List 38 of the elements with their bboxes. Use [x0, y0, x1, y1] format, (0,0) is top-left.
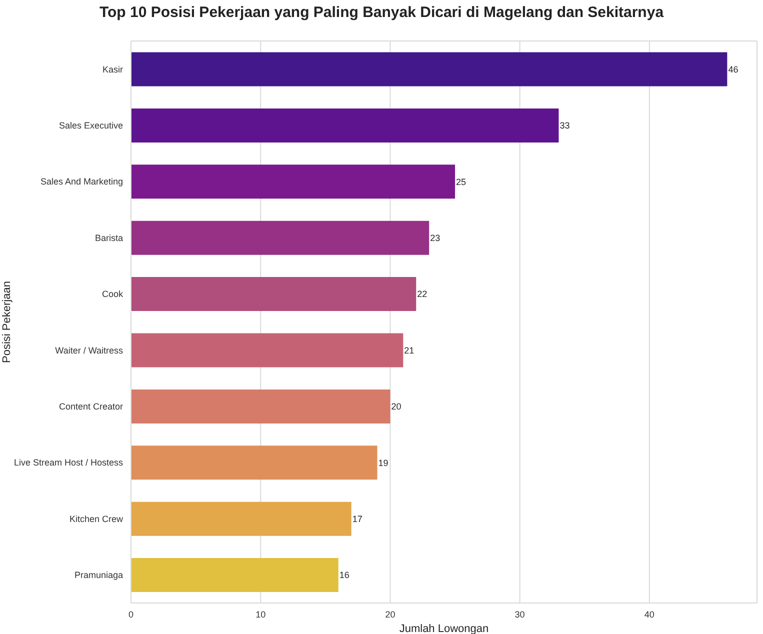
data-label: 21 — [404, 345, 414, 356]
bar — [131, 164, 456, 199]
y-tick-label: Kasir — [102, 64, 123, 74]
data-label: 19 — [378, 458, 388, 468]
x-tick-label: 0 — [128, 609, 134, 620]
data-label: 16 — [339, 570, 350, 580]
x-tick-label: 30 — [514, 609, 525, 620]
bar — [131, 108, 559, 142]
x-axis-title: Jumlah Lowongan — [399, 623, 489, 634]
x-tick-label: 20 — [385, 609, 396, 620]
y-tick-label: Sales And Marketing — [40, 176, 123, 187]
bar — [131, 277, 416, 312]
data-label: 33 — [560, 120, 570, 131]
data-label: 20 — [391, 402, 402, 412]
bar — [131, 558, 338, 592]
bar — [131, 389, 390, 424]
bar — [131, 333, 404, 368]
x-tick-label: 10 — [256, 609, 266, 620]
y-tick-label: Live Stream Host / Hostess — [14, 458, 124, 468]
bar — [131, 220, 430, 255]
y-tick-label: Cook — [102, 289, 124, 300]
bar — [131, 502, 352, 536]
y-tick-label: Kitchen Crew — [69, 514, 124, 524]
y-tick-label: Waiter / Waitress — [55, 345, 124, 356]
data-label: 22 — [417, 289, 428, 300]
data-label: 17 — [352, 514, 362, 524]
data-label: 23 — [430, 233, 440, 244]
y-tick-label: Sales Executive — [58, 120, 123, 130]
y-axis-title: Posisi Pekerjaan — [0, 281, 13, 363]
x-tick-label: 40 — [644, 609, 654, 620]
data-label: 46 — [728, 64, 738, 74]
bar — [131, 52, 728, 86]
y-tick-label: Barista — [94, 232, 123, 243]
bar — [131, 446, 378, 480]
data-label: 25 — [456, 176, 466, 187]
y-tick-label: Content Creator — [58, 401, 123, 412]
y-tick-label: Pramuniaga — [74, 570, 123, 580]
chart-title: Top 10 Posisi Pekerjaan yang Paling Banyak Dicari di Magelang dan Sekitarnya — [98, 3, 665, 23]
